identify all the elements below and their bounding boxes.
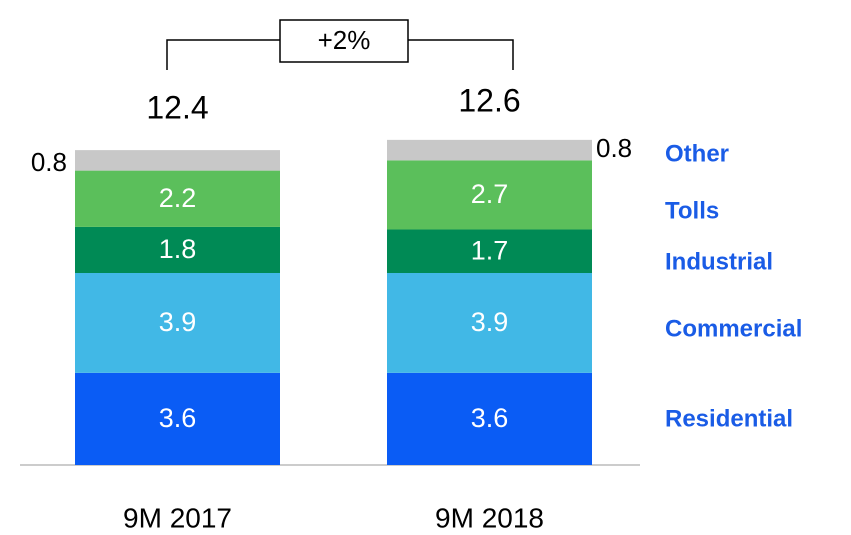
segment-label: 2.7 xyxy=(471,179,509,209)
total-label: 12.4 xyxy=(146,89,208,125)
bar-segment xyxy=(75,226,280,273)
segment-label: 2.2 xyxy=(159,183,197,213)
segment-label: 3.6 xyxy=(159,403,197,433)
legend-label: Commercial xyxy=(665,315,802,342)
segment-label: 1.7 xyxy=(471,235,509,265)
legend-label: Industrial xyxy=(665,248,773,275)
segment-label: 3.6 xyxy=(471,403,509,433)
segment-label: 0.8 xyxy=(31,147,67,177)
segment-label: 3.9 xyxy=(471,307,509,337)
bar-segment xyxy=(387,229,592,273)
bar-segment xyxy=(387,372,592,465)
total-label: 12.6 xyxy=(458,82,520,118)
x-tick-label: 9M 2017 xyxy=(123,502,232,533)
segment-label: 3.9 xyxy=(159,307,197,337)
x-tick-label: 9M 2018 xyxy=(435,502,544,533)
annotation: +2% xyxy=(318,25,371,55)
bar-segment xyxy=(75,372,280,465)
legend-label: Residential xyxy=(665,405,793,432)
bar-segment xyxy=(387,160,592,230)
legend-label: Other xyxy=(665,140,729,167)
bar-segment xyxy=(75,170,280,227)
annotation-box xyxy=(279,19,409,63)
segment-label: 0.8 xyxy=(596,133,632,163)
bar-segment xyxy=(75,273,280,373)
bar-segment xyxy=(75,150,280,171)
bar-segment xyxy=(387,139,592,161)
segment-label: 1.8 xyxy=(159,234,197,264)
legend-label: Tolls xyxy=(665,197,719,224)
bracket xyxy=(166,39,514,70)
bar-segment xyxy=(387,273,592,373)
